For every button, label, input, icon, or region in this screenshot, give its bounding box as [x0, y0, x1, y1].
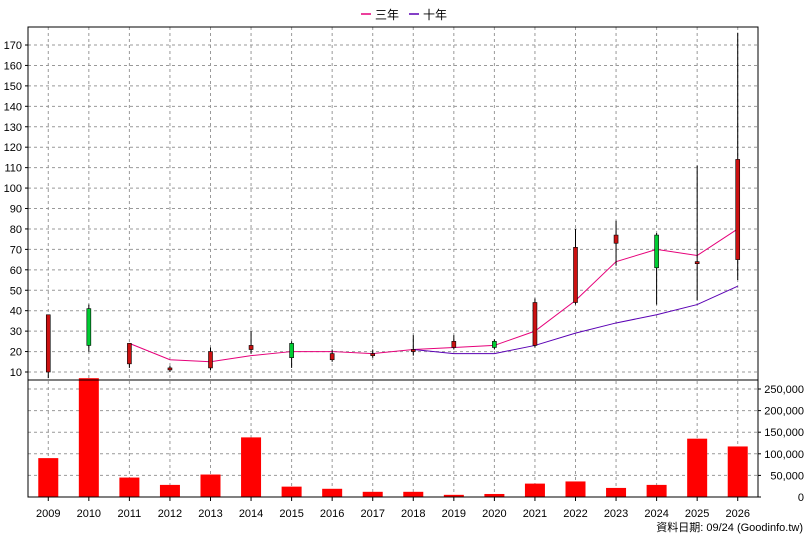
legend-label: 十年	[423, 8, 447, 22]
volume-bar	[646, 484, 667, 497]
price-tick-label: 30	[10, 326, 22, 338]
candle-body	[289, 343, 294, 358]
volume-bar	[565, 481, 586, 497]
volume-bar	[241, 437, 262, 497]
price-tick-label: 160	[4, 60, 22, 72]
price-axis: 10 20 30 40 50 60 70 80 90 100 110 120 130 140 150 160 1…	[4, 40, 28, 379]
volume-axis: 0 50,000 100,000 150,000 200,000 250,000	[758, 384, 804, 504]
price-tick-label: 20	[10, 347, 22, 359]
volume-tick-label: 200,000	[764, 406, 804, 418]
legend: 三年 十年	[361, 8, 447, 22]
price-tick-label: 70	[10, 244, 22, 256]
x-tick-label: 2022	[563, 508, 587, 520]
x-tick-label: 2021	[523, 508, 547, 520]
volume-tick-label: 50,000	[770, 470, 804, 482]
x-tick-label: 2018	[401, 508, 425, 520]
price-tick-label: 10	[10, 367, 22, 379]
candle-body	[208, 351, 213, 369]
volume-bar	[443, 494, 464, 497]
price-tick-label: 140	[4, 101, 22, 113]
volume-tick-label: 0	[798, 492, 804, 504]
volume-bar	[38, 458, 59, 497]
price-tick-label: 50	[10, 285, 22, 297]
x-tick-label: 2009	[36, 508, 60, 520]
x-tick-label: 2023	[604, 508, 628, 520]
candle-body	[45, 314, 51, 373]
three-year-line	[129, 228, 738, 363]
candle-body	[451, 341, 457, 348]
volume-bar	[727, 446, 748, 497]
x-tick-label: 2017	[360, 508, 384, 520]
price-tick-label: 170	[4, 40, 22, 52]
x-tick-label: 2016	[320, 508, 344, 520]
candle-body	[370, 353, 376, 356]
candle-body	[329, 353, 335, 361]
candle-body	[127, 343, 132, 365]
candle-body	[532, 302, 538, 346]
grid	[28, 27, 758, 497]
x-tick-label: 2025	[685, 508, 709, 520]
volume-tick-label: 150,000	[764, 427, 804, 439]
plot-frame	[27, 26, 759, 498]
price-tick-label: 120	[4, 142, 22, 154]
volume-bar	[403, 491, 424, 497]
volume-bar	[484, 493, 505, 497]
candle-body	[694, 261, 700, 264]
price-tick-label: 80	[10, 224, 22, 236]
x-tick-label: 2020	[482, 508, 506, 520]
x-tick-label: 2010	[77, 508, 101, 520]
candlesticks	[45, 32, 741, 379]
price-tick-label: 110	[4, 163, 22, 175]
candle-body	[735, 159, 741, 260]
price-tick-label: 60	[10, 265, 22, 277]
x-tick-label: 2015	[279, 508, 303, 520]
candle-body	[86, 308, 92, 346]
price-tick-label: 150	[4, 81, 22, 93]
candle-body	[167, 367, 173, 371]
volume-bar	[200, 474, 221, 497]
price-tick-label: 90	[10, 204, 22, 216]
candle-body	[410, 349, 416, 352]
price-tick-label: 100	[4, 183, 22, 195]
price-tick-label: 130	[4, 122, 22, 134]
moving-average-lines	[129, 228, 738, 363]
plot-border	[27, 26, 759, 498]
volume-bar	[687, 438, 708, 497]
x-axis: 2009 2010 2011 2012 2013 2014 2015 2016 2017 2018…	[36, 497, 750, 520]
legend-label: 三年	[375, 8, 399, 22]
volume-bar	[281, 486, 302, 497]
volume-bar	[524, 483, 545, 497]
x-tick-label: 2024	[644, 508, 668, 520]
x-tick-label: 2011	[118, 508, 142, 520]
volume-bars	[38, 378, 748, 497]
x-tick-label: 2026	[725, 508, 749, 520]
volume-tick-label: 100,000	[764, 449, 804, 461]
volume-bar	[78, 378, 99, 497]
volume-bar	[362, 491, 383, 497]
volume-bar	[606, 487, 627, 497]
ten-year-line	[413, 285, 738, 355]
x-tick-label: 2012	[158, 508, 182, 520]
candle-body	[573, 247, 578, 303]
candle-body	[492, 341, 497, 348]
volume-tick-label: 250,000	[764, 384, 804, 396]
price-tick-label: 40	[10, 306, 22, 318]
x-tick-label: 2019	[442, 508, 466, 520]
volume-bar	[119, 477, 140, 497]
data-date-footer: 資料日期: 09/24 (Goodinfo.tw)	[656, 520, 803, 534]
candle-body	[654, 234, 659, 269]
volume-bar	[322, 488, 343, 497]
candle-body	[613, 234, 619, 244]
x-tick-label: 2014	[239, 508, 263, 520]
x-tick-label: 2013	[198, 508, 222, 520]
candle-body	[248, 345, 254, 350]
volume-bar	[159, 484, 180, 497]
